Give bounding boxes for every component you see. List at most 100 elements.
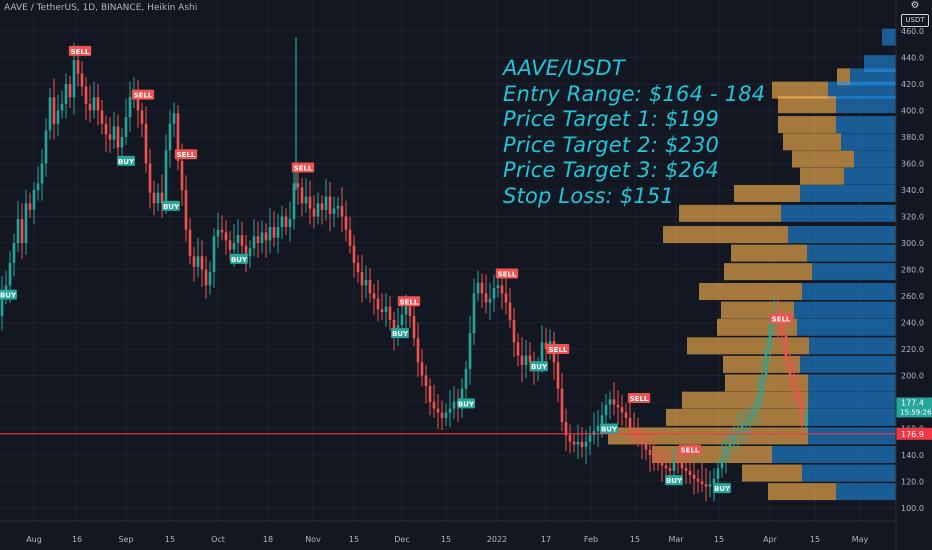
y-tick-label: 140.0 — [901, 451, 924, 460]
volume-bar-up — [781, 204, 896, 222]
volume-bar-up — [808, 374, 896, 392]
volume-bar-up — [809, 337, 896, 355]
volume-profile — [608, 28, 896, 501]
volume-bar-up — [808, 408, 896, 426]
sell-signal: SELL — [495, 268, 519, 279]
candle — [588, 435, 592, 442]
signals: SELL BUY SELL SELL BUY BUY SELL SELL BUY BUY SELL B… — [0, 45, 793, 494]
candle — [248, 248, 252, 257]
volume-bar-up — [800, 355, 896, 373]
candle — [104, 123, 108, 135]
annotation-line: Stop Loss: $151 — [503, 183, 675, 208]
signal-label: SELL — [71, 48, 90, 56]
x-tick-label: 15 — [714, 535, 724, 544]
x-tick-label: Nov — [305, 535, 321, 544]
x-tick-label: 15 — [630, 535, 640, 544]
candle — [448, 408, 452, 413]
volume-bar-up — [844, 167, 896, 185]
buy-signal: BUY — [665, 475, 683, 486]
signal-badge — [713, 483, 731, 494]
volume-bar-down — [734, 184, 800, 202]
volume-bar-up — [864, 55, 896, 73]
buy-signal: BUY — [530, 361, 548, 372]
candle — [632, 428, 636, 432]
signal-badge — [495, 268, 519, 279]
candle — [416, 338, 420, 363]
candle — [160, 192, 164, 204]
volume-bar-up — [808, 427, 896, 445]
candle — [360, 272, 364, 286]
signal-badge — [457, 398, 475, 409]
candle — [752, 408, 756, 416]
candle — [336, 205, 340, 209]
candle — [88, 103, 92, 111]
signal-badge — [397, 296, 421, 307]
candle — [604, 404, 608, 416]
candle — [760, 375, 764, 396]
candle — [4, 285, 8, 294]
x-tick-label: Aug — [26, 535, 42, 544]
candle — [520, 355, 524, 365]
candle — [8, 262, 12, 286]
sell-signal: SELL — [174, 149, 198, 160]
signal-label: SELL — [177, 151, 196, 159]
candle — [716, 468, 720, 479]
candle — [376, 298, 380, 310]
candle — [264, 232, 268, 241]
x-tick-label: 15 — [810, 535, 820, 544]
candle — [364, 280, 368, 286]
candle — [260, 232, 264, 243]
candle — [240, 235, 244, 246]
x-tick-label: 15 — [349, 535, 359, 544]
signal-badge — [230, 253, 248, 264]
signal-label: BUY — [531, 363, 548, 371]
candle — [152, 192, 156, 204]
x-tick-label: 2022 — [487, 535, 507, 544]
buy-signal: BUY — [457, 398, 475, 409]
candle — [352, 245, 356, 263]
volume-bar-down — [772, 81, 828, 99]
candle — [64, 84, 68, 104]
candle — [284, 216, 288, 228]
volume-bar-up — [808, 391, 896, 409]
candle — [388, 306, 392, 320]
candle — [184, 190, 188, 230]
signal-label: SELL — [630, 395, 649, 403]
candle — [644, 444, 648, 450]
y-axis: 100.0120.0140.0160.0180.0200.0220.0240.0… — [896, 0, 932, 550]
candle — [412, 315, 416, 339]
sell-signal: SELL — [68, 45, 92, 56]
volume-bar-down — [778, 96, 836, 114]
candle — [740, 425, 744, 432]
currency-badge[interactable]: USDT — [901, 14, 929, 27]
volume-bar-down — [663, 226, 788, 244]
candle — [560, 388, 564, 422]
candle — [440, 412, 444, 418]
candle — [232, 243, 236, 250]
countdown-label: 15:59:26 — [900, 408, 932, 416]
candle — [700, 481, 704, 485]
annotation-line: Price Target 2: $230 — [503, 132, 720, 157]
volume-bar-up — [802, 464, 896, 482]
settings-icon[interactable]: ⚙ — [910, 0, 920, 11]
candle — [272, 227, 276, 238]
candle — [288, 219, 292, 228]
candle — [580, 441, 584, 448]
volume-bar-up — [794, 301, 896, 319]
signal-label: BUY — [0, 292, 17, 300]
signal-badge — [162, 200, 180, 211]
signal-label: BUY — [163, 203, 180, 211]
candle — [212, 236, 216, 273]
signal-badge — [769, 313, 793, 324]
candle — [676, 461, 680, 464]
signal-label: BUY — [601, 426, 618, 434]
x-tick-label: 16 — [72, 535, 82, 544]
volume-bar-down — [742, 464, 802, 482]
annotation-line: Price Target 1: $199 — [503, 107, 720, 131]
candle — [612, 399, 616, 405]
candles — [0, 37, 808, 502]
candle — [340, 205, 344, 217]
candle — [372, 293, 376, 299]
signal-label: SELL — [294, 164, 313, 172]
